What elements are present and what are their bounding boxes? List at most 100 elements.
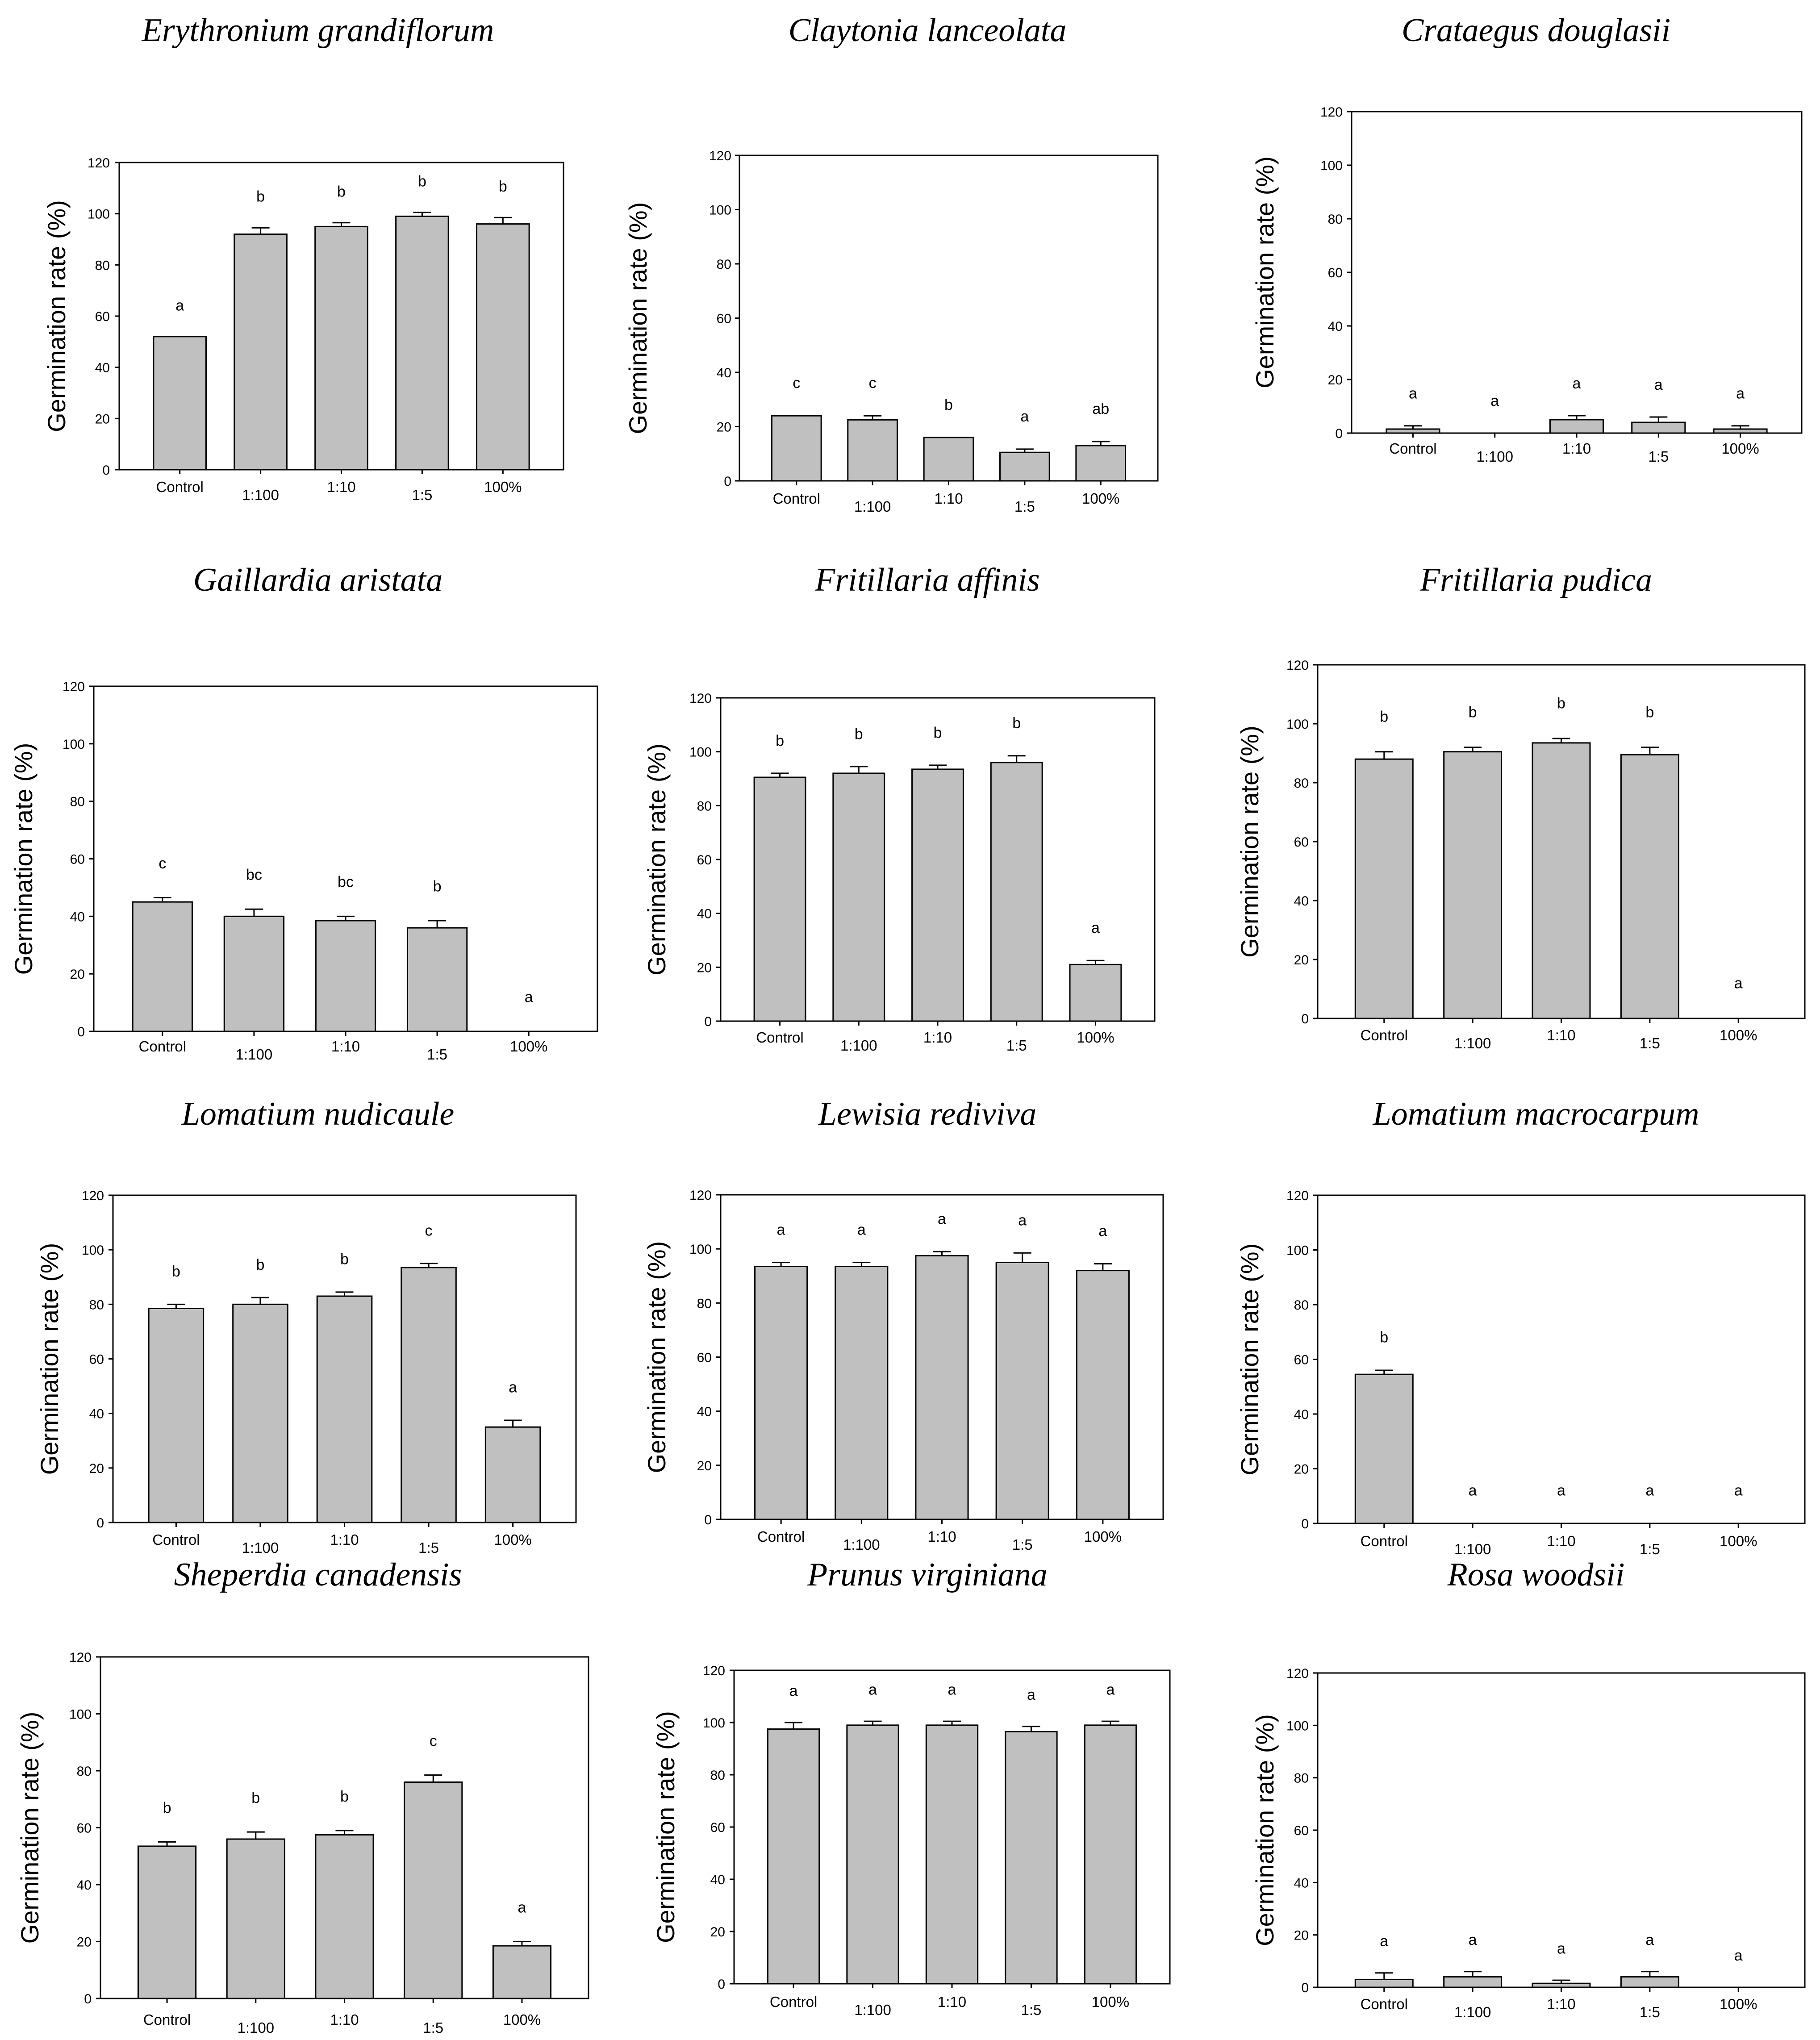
y-tick-label: 80 — [70, 795, 85, 809]
significance-letter: b — [776, 732, 784, 749]
panel-title: Claytonia lanceolata — [789, 12, 1067, 49]
category-label: 1:5 — [1006, 1037, 1027, 1054]
category-label: 100% — [1084, 1528, 1122, 1545]
y-tick-label: 40 — [1294, 894, 1309, 909]
y-tick-label: 100 — [1320, 159, 1343, 173]
y-tick-label: 20 — [697, 960, 712, 975]
bar — [915, 1255, 969, 1520]
panel-3: Gaillardia aristata Germination rate (%) 0… — [9, 562, 598, 1063]
y-axis-label: Germination rate (%) — [9, 743, 38, 975]
bar — [1532, 1982, 1591, 1988]
category-label: 1:100 — [242, 1539, 279, 1556]
panel-title: Prunus virginiana — [807, 1556, 1048, 1593]
significance-letter: b — [1012, 715, 1021, 732]
y-tick-label: 60 — [77, 1821, 92, 1836]
significance-letter: a — [525, 989, 533, 1005]
y-tick-label: 20 — [717, 420, 731, 435]
y-tick-label: 120 — [82, 1189, 104, 1203]
significance-letter: b — [944, 396, 953, 413]
panel-title: Rosa woodsii — [1447, 1556, 1625, 1593]
category-label: 1:100 — [1454, 1541, 1491, 1557]
category-label: 1:100 — [843, 1536, 880, 1553]
y-tick-label: 80 — [1294, 776, 1309, 791]
bar — [1620, 754, 1679, 1019]
bar — [1354, 758, 1414, 1019]
y-tick-label: 80 — [1294, 1771, 1309, 1786]
y-tick-label: 0 — [84, 1992, 92, 2007]
y-axis-label: Germination rate (%) — [643, 743, 671, 976]
bar — [1005, 1731, 1058, 1985]
y-tick-label: 40 — [697, 1405, 712, 1419]
category-label: Control — [139, 1038, 186, 1055]
y-tick-label: 0 — [1335, 426, 1343, 441]
bar — [1386, 428, 1440, 434]
significance-letter: b — [1380, 1329, 1388, 1346]
category-label: 1:100 — [1476, 448, 1513, 465]
category-label: 1:100 — [840, 1037, 877, 1054]
significance-letter: a — [1490, 392, 1499, 409]
panel-7: Lewisia rediviva Germination rate (%) 0 20 4… — [643, 1096, 1164, 1553]
significance-letter: b — [433, 878, 442, 895]
category-label: 1:100 — [242, 487, 279, 503]
significance-letter: bc — [338, 874, 354, 891]
panel-title: Lomatium macrocarpum — [1372, 1096, 1699, 1132]
y-tick-label: 120 — [1286, 1189, 1309, 1203]
panel-6: Lomatium nudicaule Germination rate (%) 0 2… — [35, 1096, 577, 1556]
bar — [1076, 1270, 1130, 1520]
y-tick-label: 40 — [710, 1873, 725, 1887]
category-label: 1:10 — [327, 479, 355, 495]
panel-1: Claytonia lanceolata Germination rate (%)… — [624, 12, 1159, 515]
y-tick-label: 100 — [69, 1707, 92, 1722]
significance-letter: b — [340, 1251, 349, 1268]
category-label: 1:5 — [1014, 498, 1035, 515]
y-tick-label: 80 — [697, 799, 712, 813]
significance-letter: b — [499, 178, 507, 195]
y-tick-label: 120 — [69, 1650, 92, 1665]
y-tick-label: 80 — [1328, 212, 1343, 227]
bar — [1084, 1724, 1137, 1985]
bar — [1354, 1373, 1414, 1524]
category-label: 1:5 — [412, 487, 432, 503]
y-axis-label: Germination rate (%) — [42, 200, 71, 432]
y-axis-label: Germination rate (%) — [624, 202, 652, 434]
category-label: Control — [1389, 440, 1436, 457]
y-tick-label: 20 — [77, 1935, 92, 1950]
y-tick-label: 0 — [77, 1025, 85, 1039]
y-tick-label: 100 — [88, 207, 110, 222]
category-label: Control — [1361, 1996, 1408, 2012]
y-tick-label: 20 — [70, 967, 85, 982]
y-tick-label: 60 — [697, 1351, 712, 1365]
panel-title: Erythronium grandiflorum — [142, 12, 494, 49]
bar — [153, 336, 207, 471]
y-axis-label: Germination rate (%) — [1236, 726, 1264, 958]
y-tick-label: 20 — [1294, 1928, 1309, 1943]
category-label: Control — [770, 1994, 817, 2010]
bar — [999, 451, 1050, 482]
category-label: 100% — [1082, 490, 1119, 507]
significance-letter: b — [251, 1790, 260, 1806]
bar — [401, 1267, 457, 1523]
significance-letter: b — [256, 188, 265, 205]
category-label: 100% — [1721, 440, 1759, 457]
significance-letter: b — [172, 1263, 180, 1280]
y-tick-label: 20 — [89, 1461, 104, 1476]
y-axis-label: Germination rate (%) — [1251, 1714, 1279, 1946]
y-axis-label: Germination rate (%) — [643, 1241, 671, 1473]
significance-letter: a — [518, 1899, 526, 1916]
category-label: 1:5 — [1648, 448, 1669, 465]
panel-title: Fritillaria pudica — [1419, 562, 1652, 598]
y-tick-label: 20 — [697, 1459, 712, 1473]
category-label: 1:5 — [418, 1539, 439, 1556]
significance-letter: c — [430, 1733, 437, 1750]
y-tick-label: 60 — [95, 309, 110, 324]
category-label: 1:5 — [1012, 1536, 1033, 1553]
y-tick-label: 120 — [709, 149, 731, 163]
bar — [1631, 421, 1686, 434]
category-label: 1:100 — [237, 2019, 274, 2036]
category-label: 1:5 — [1640, 1541, 1660, 1557]
category-label: 100% — [1077, 1029, 1114, 1046]
category-label: 1:10 — [1562, 440, 1591, 457]
bar — [484, 1426, 541, 1523]
category-label: 1:5 — [1640, 1035, 1660, 1051]
